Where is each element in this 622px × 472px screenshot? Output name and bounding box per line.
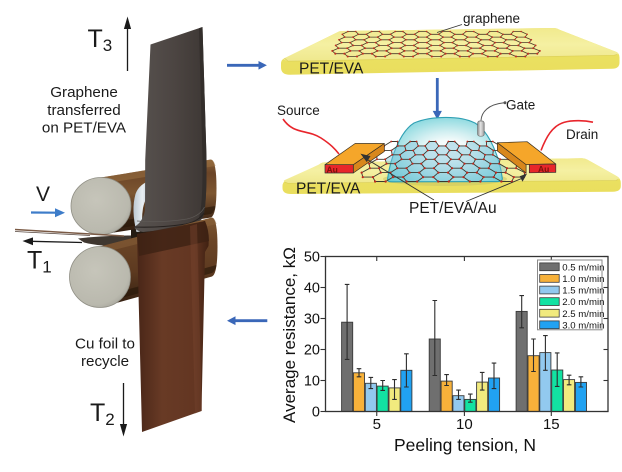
svg-text:3.0 m/min: 3.0 m/min xyxy=(562,320,604,331)
svg-text:0.5 m/min: 0.5 m/min xyxy=(562,262,604,273)
svg-text:Au: Au xyxy=(327,164,338,174)
svg-text:10: 10 xyxy=(304,374,320,390)
svg-text:graphene: graphene xyxy=(463,11,520,26)
svg-text:PET/EVA: PET/EVA xyxy=(299,61,364,78)
svg-text:40: 40 xyxy=(304,281,320,297)
svg-text:transferred: transferred xyxy=(47,102,120,119)
svg-text:15: 15 xyxy=(543,416,560,433)
svg-text:Gate: Gate xyxy=(506,98,535,113)
svg-text:Graphene: Graphene xyxy=(50,84,118,101)
svg-text:PET/EVA: PET/EVA xyxy=(296,181,361,198)
svg-text:Cu foil to: Cu foil to xyxy=(75,336,135,353)
svg-text:2.5 m/min: 2.5 m/min xyxy=(562,309,604,320)
svg-text:50: 50 xyxy=(304,250,320,266)
svg-text:Peeling tension, N: Peeling tension, N xyxy=(394,435,536,455)
svg-text:20: 20 xyxy=(304,343,320,359)
svg-text:Au: Au xyxy=(538,164,549,174)
svg-text:Average resistance, kΩ: Average resistance, kΩ xyxy=(280,247,299,423)
svg-text:on PET/EVA: on PET/EVA xyxy=(42,120,127,137)
svg-text:recycle: recycle xyxy=(81,353,129,370)
svg-text:10: 10 xyxy=(456,416,473,433)
svg-text:Source: Source xyxy=(277,103,320,118)
svg-text:30: 30 xyxy=(304,312,320,328)
svg-text:V: V xyxy=(36,183,50,206)
svg-text:PET/EVA/Au: PET/EVA/Au xyxy=(409,200,497,217)
svg-text:1.5 m/min: 1.5 m/min xyxy=(562,286,604,297)
svg-text:0: 0 xyxy=(312,405,320,421)
svg-text:2.0 m/min: 2.0 m/min xyxy=(562,297,604,308)
svg-text:5: 5 xyxy=(373,416,381,433)
svg-text:Drain: Drain xyxy=(566,127,598,142)
svg-text:1.0 m/min: 1.0 m/min xyxy=(562,274,604,285)
